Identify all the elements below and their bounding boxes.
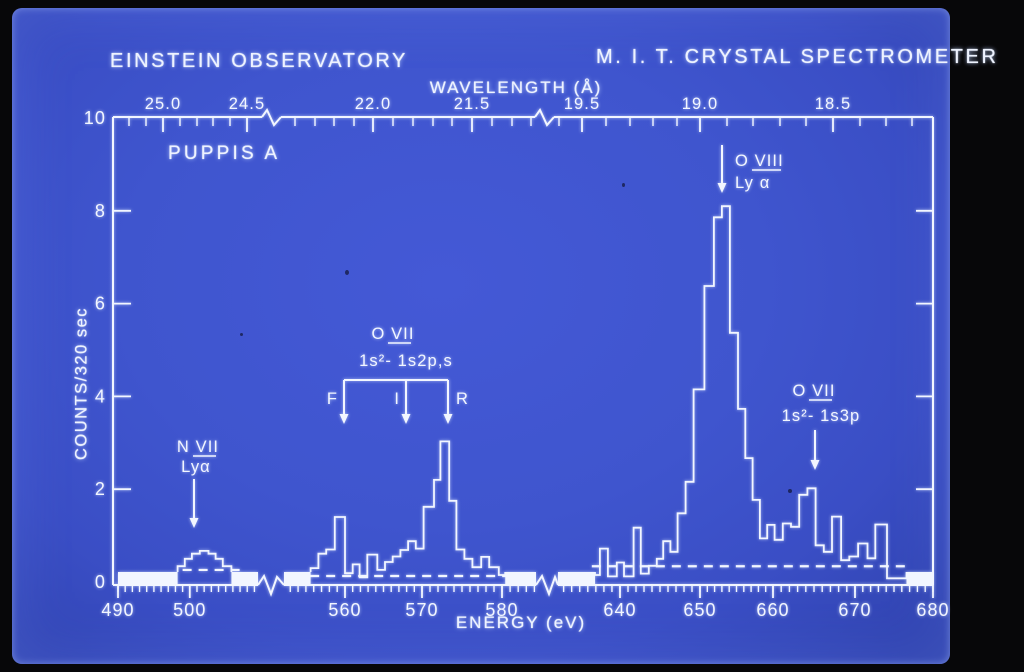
fir-line-label: F [327, 390, 338, 408]
histogram-o-viii-region [594, 205, 908, 580]
y-tick-label: 0 [95, 572, 106, 592]
histogram-n-vii-region [176, 550, 233, 572]
baseline-band [231, 572, 258, 584]
annotation-sublabel: 1s²- 1s2p,s [359, 352, 453, 370]
wavelength-tick-label: 25.0 [145, 95, 182, 113]
axis-break-mark [535, 573, 559, 597]
y-tick-label: 10 [84, 108, 106, 128]
energy-tick-label: 500 [173, 600, 206, 620]
histogram-o-vii-triplet-region [309, 440, 507, 579]
y-tick-label: 8 [95, 201, 106, 221]
baseline-bands [118, 572, 933, 584]
annotation-arrow-head [443, 414, 453, 424]
baseline-band [558, 572, 596, 584]
line-o-viii-lya: O VIII Ly α [717, 145, 784, 193]
energy-tick-label: 490 [101, 600, 134, 620]
axis-break-mark [257, 573, 285, 597]
baseline-band [284, 572, 311, 584]
plot-frame [112, 108, 934, 597]
annotation-arrow-head [339, 414, 349, 424]
wavelength-tick-label: 22.0 [355, 95, 392, 113]
baseline-band [118, 572, 178, 584]
energy-tick-label: 580 [485, 600, 518, 620]
y-tick-label: 4 [95, 386, 106, 406]
annotation-arrow-head [717, 183, 727, 193]
histogram-traces [176, 205, 908, 580]
annotation-sublabel: Ly α [735, 174, 770, 192]
dust-speck [240, 333, 243, 336]
instrument-title: M. I. T. CRYSTAL SPECTROMETER [596, 46, 999, 68]
background-level-dashes [182, 565, 905, 578]
line-o-vii-1s3p: O VII 1s²- 1s3p [782, 382, 861, 470]
annotation-arrow-head [401, 414, 411, 424]
annotation-arrow-head [810, 460, 820, 470]
annotation-sublabel: 1s²- 1s3p [782, 407, 861, 425]
baseline-band [505, 572, 536, 584]
energy-tick-label: 670 [838, 600, 871, 620]
wavelength-tick-label: 21.5 [454, 95, 491, 113]
annotation-sublabel: Lyα [181, 458, 211, 476]
wavelength-tick-label: 19.5 [564, 95, 601, 113]
dust-speck [345, 270, 349, 275]
line-n-vii-lya: N VII Lyα [177, 438, 219, 528]
energy-axis-title: ENERGY (eV) [455, 613, 587, 632]
energy-tick-label: 680 [916, 600, 949, 620]
wavelength-tick-label: 18.5 [815, 95, 852, 113]
y-axis-ticks: 0 2 4 6 8 10 [84, 108, 933, 592]
fir-line-label: I [394, 390, 400, 408]
fir-line-label: R [456, 390, 469, 408]
annotation-label: N VII [177, 438, 219, 456]
energy-tick-label: 650 [683, 600, 716, 620]
dust-speck [788, 489, 792, 493]
observatory-title: EINSTEIN OBSERVATORY [110, 50, 408, 72]
axis-break-mark [261, 108, 282, 127]
annotation-label: O VII [371, 325, 414, 343]
annotation-label: O VII [792, 382, 835, 400]
line-o-vii-1s2p: O VII 1s²- 1s2p,s F I R [327, 325, 469, 424]
wavelength-axis-title: WAVELENGTH (Å) [429, 78, 603, 97]
y-tick-label: 2 [95, 479, 106, 499]
dust-speck [622, 183, 625, 187]
axis-break-mark [534, 108, 555, 127]
energy-tick-label: 660 [756, 600, 789, 620]
annotation-label: O VIII [735, 152, 784, 170]
energy-tick-label: 560 [328, 600, 361, 620]
energy-axis-ticks: 490 500 560 570 580 640 650 660 670 680 [101, 585, 949, 620]
baseline-band [906, 572, 933, 584]
energy-tick-label: 570 [405, 600, 438, 620]
wavelength-tick-label: 24.5 [229, 95, 266, 113]
source-name-label: PUPPIS A [168, 143, 281, 164]
energy-tick-label: 640 [603, 600, 636, 620]
wavelength-tick-label: 19.0 [682, 95, 719, 113]
y-tick-label: 6 [95, 294, 106, 314]
annotation-arrow-head [189, 518, 199, 528]
wavelength-axis-ticks: 25.0 24.5 22.0 21.5 19.5 19.0 18.5 [128, 95, 913, 132]
